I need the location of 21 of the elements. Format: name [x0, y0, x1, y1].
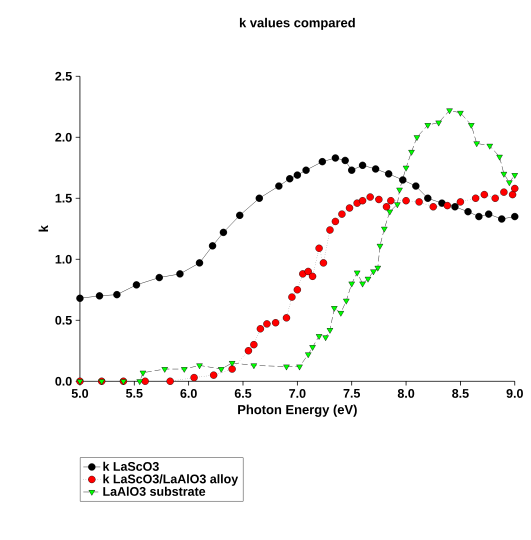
y-tick-label: 2.5 — [55, 72, 72, 81]
legend-label: k LaScO3 — [103, 462, 159, 471]
x-tick-label: 5.0 — [72, 389, 88, 398]
x-tick-label: 8.0 — [398, 389, 414, 398]
legend-label: k LaScO3/LaAlO3 alloy — [103, 474, 238, 486]
x-tick-label: 8.5 — [452, 389, 469, 398]
legend-label: LaAlO3 substrate — [103, 486, 206, 496]
x-tick-label: 9.0 — [506, 389, 523, 398]
x-axis-title: Photon Energy (eV) — [238, 404, 357, 417]
x-tick-label: 6.5 — [234, 389, 252, 398]
x-tick-label: 5.5 — [126, 389, 143, 398]
x-tick-label: 7.0 — [289, 389, 306, 398]
y-tick-label: 0.5 — [55, 316, 72, 325]
y-tick-label: 0.0 — [55, 376, 72, 386]
x-tick-label: 6.0 — [180, 389, 197, 398]
y-tick-label: 1.5 — [56, 194, 72, 203]
y-tick-label: 2.0 — [55, 132, 72, 142]
y-tick-label: 1.0 — [56, 254, 72, 264]
x-tick-label: 7.5 — [344, 389, 360, 398]
chart-title: k values compared — [240, 18, 355, 30]
y-axis-title: k — [38, 225, 48, 232]
